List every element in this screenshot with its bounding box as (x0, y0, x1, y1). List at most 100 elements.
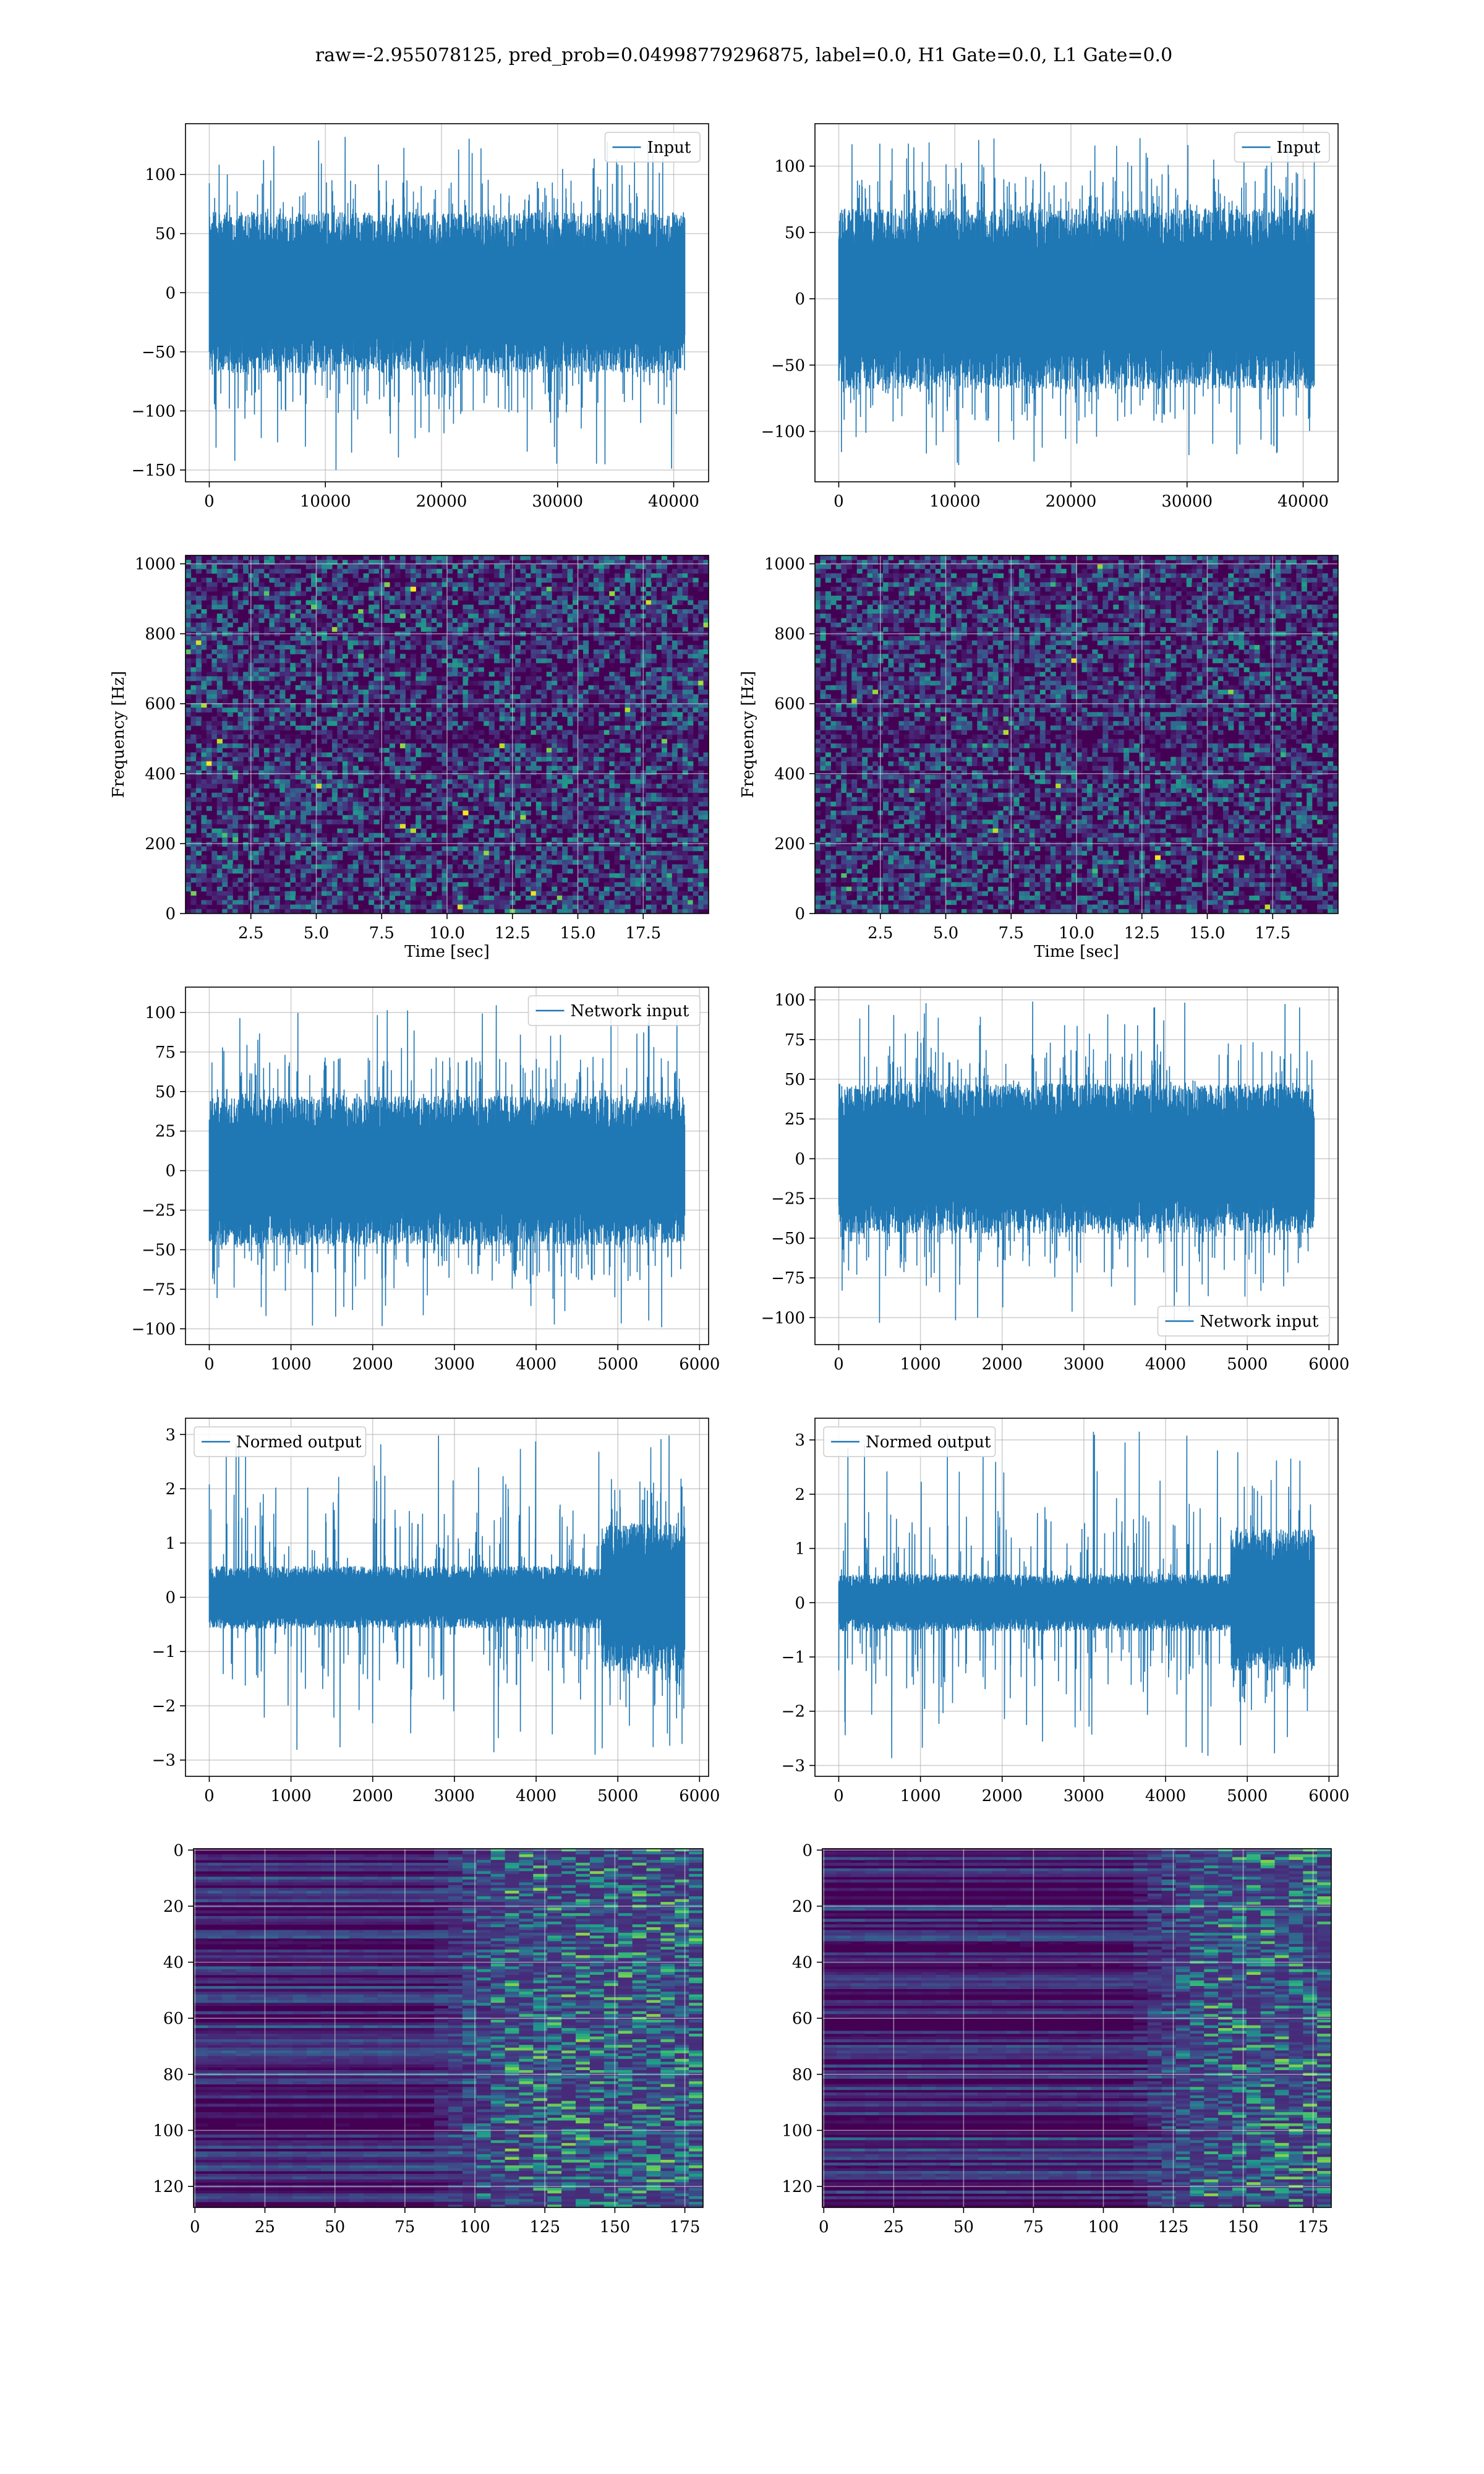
x-tick-label: 2000 (982, 1787, 1023, 1805)
x-tick-label: 17.5 (625, 924, 661, 943)
y-tick-label: 40 (163, 1954, 184, 1972)
legend-label: Normed output (236, 1433, 362, 1452)
x-tick-label: 0 (819, 2218, 829, 2236)
y-tick-label: −75 (771, 1269, 805, 1288)
series-network-input (838, 1001, 1315, 1323)
y-tick-label: 100 (153, 2121, 184, 2140)
y-tick-label: 80 (163, 2066, 184, 2084)
tick-labels: 0 1000 2000 3000 4000 5000 6000 −3 −2 −1 0 1 2 3 (152, 1426, 720, 1805)
legend: Input (604, 132, 701, 163)
tick-labels: 0 25 50 75 100 125 150 175 0 20 40 60 80 100 120 (782, 1841, 1328, 2236)
y-tick-label: 3 (795, 1431, 805, 1450)
x-tick-label: 12.5 (495, 924, 531, 943)
heatmap-image (186, 555, 709, 914)
tick-labels: 0 1000 2000 3000 4000 5000 6000 −100 −75 −50 −25 0 2… (132, 1004, 720, 1374)
y-tick-label: 3 (165, 1426, 176, 1444)
legend-label: Input (1277, 139, 1321, 157)
panel-l1_input: 0 10000 20000 30000 40000 −100 −50 0 50 100 Input (761, 123, 1339, 511)
y-tick-label: 80 (792, 2066, 812, 2084)
x-tick-label: 100 (1088, 2218, 1119, 2236)
y-tick-label: −3 (782, 1757, 805, 1775)
legend: Network input (527, 995, 701, 1026)
gridlines (822, 1849, 1331, 2207)
y-tick-label: 2 (165, 1480, 176, 1499)
tick-labels: 2.5 5.0 7.5 10.0 12.5 15.0 17.5 0 200 400 600 800 10… (135, 555, 661, 943)
y-tick-label: 200 (774, 835, 805, 854)
x-tick-label: 75 (1023, 2218, 1044, 2236)
x-tick-label: 1000 (271, 1787, 312, 1805)
y-tick-label: −100 (761, 1309, 805, 1327)
series-normed-output (838, 1431, 1315, 1758)
x-tick-label: 1000 (271, 1355, 312, 1374)
y-tick-label: 200 (145, 835, 176, 854)
axes-frame (814, 1418, 1339, 1777)
x-tick-label: 7.5 (999, 924, 1024, 943)
x-tick-label: 50 (325, 2218, 345, 2236)
y-tick-label: −50 (142, 343, 176, 362)
y-tick-label: 75 (785, 1031, 805, 1050)
y-tick-label: 75 (155, 1043, 176, 1062)
x-tick-label: 15.0 (1190, 924, 1226, 943)
axes-frame (185, 987, 709, 1345)
y-tick-label: 0 (165, 284, 176, 302)
panel-l1_network_input: 0 1000 2000 3000 4000 5000 6000 −100 −75 −50 −25 0 2… (761, 987, 1349, 1374)
tick-labels: 0 1000 2000 3000 4000 5000 6000 −3 −2 −1 0 1 2 3 (782, 1431, 1350, 1805)
y-tick-label: 0 (795, 1594, 805, 1612)
y-tick-label: 0 (173, 1841, 184, 1860)
y-tick-label: 20 (792, 1898, 812, 1916)
x-tick-label: 4000 (1145, 1787, 1186, 1805)
x-tick-label: 3000 (1064, 1355, 1104, 1374)
x-tick-label: 20000 (1046, 492, 1097, 511)
tick-labels: 0 25 50 75 100 125 150 175 0 20 40 60 80 100 120 (153, 1841, 700, 2236)
y-tick-label: 50 (155, 1083, 176, 1102)
x-tick-label: 5000 (1227, 1787, 1268, 1805)
x-tick-label: 50 (953, 2218, 974, 2236)
x-tick-label: 40000 (1277, 492, 1329, 511)
x-tick-label: 150 (1228, 2218, 1259, 2236)
series-input (838, 138, 1315, 466)
x-tick-label: 0 (190, 2218, 200, 2236)
y-tick-label: 800 (145, 625, 176, 644)
x-tick-label: 3000 (434, 1355, 475, 1374)
x-tick-label: 100 (459, 2218, 490, 2236)
axes-frame (822, 1848, 1332, 2208)
legend-label: Normed output (866, 1433, 991, 1452)
y-tick-label: −100 (761, 423, 805, 442)
x-tick-label: 5000 (597, 1355, 638, 1374)
y-tick-label: −100 (132, 1320, 176, 1338)
x-tick-label: 4000 (516, 1355, 556, 1374)
y-tick-label: −3 (152, 1752, 176, 1770)
series-network-input (208, 1005, 686, 1327)
panel-h1_feature_map: 0 25 50 75 100 125 150 175 0 20 40 60 80 100 120 (153, 1841, 704, 2236)
y-tick-label: 60 (792, 2010, 812, 2028)
x-tick-label: 25 (884, 2218, 904, 2236)
y-tick-label: 0 (795, 1150, 805, 1168)
y-tick-label: −150 (132, 461, 176, 480)
gridlines (194, 1849, 703, 2207)
x-tick-label: 3000 (1064, 1787, 1104, 1805)
legend-label: Network input (571, 1002, 689, 1021)
axes-frame (814, 987, 1339, 1345)
y-tick-label: 400 (145, 765, 176, 784)
x-tick-label: 5000 (597, 1787, 638, 1805)
x-tick-label: 25 (255, 2218, 275, 2236)
y-tick-label: −75 (142, 1280, 176, 1299)
series-normed-output (208, 1435, 686, 1755)
x-tick-label: 1000 (900, 1355, 941, 1374)
y-tick-label: 1000 (764, 555, 805, 574)
x-tick-label: 4000 (1145, 1355, 1186, 1374)
x-tick-label: 0 (204, 492, 215, 511)
y-tick-label: 100 (774, 158, 805, 176)
y-tick-label: 1 (795, 1540, 805, 1559)
y-tick-label: −25 (771, 1190, 805, 1209)
y-tick-label: 0 (165, 905, 176, 923)
panel-h1_input: 0 10000 20000 30000 40000 −150 −100 −50 0 50 100 In… (132, 123, 709, 511)
panel-h1_spectrogram: 2.5 5.0 7.5 10.0 12.5 15.0 17.5 0 200 400 600 800 10… (109, 555, 709, 961)
x-tick-label: 150 (600, 2218, 631, 2236)
legend: Network input (1157, 1306, 1330, 1337)
legend: Input (1234, 132, 1330, 163)
y-tick-label: 25 (785, 1110, 805, 1129)
y-tick-label: −50 (771, 356, 805, 375)
x-tick-label: 0 (204, 1787, 215, 1805)
x-tick-label: 0 (834, 492, 844, 511)
